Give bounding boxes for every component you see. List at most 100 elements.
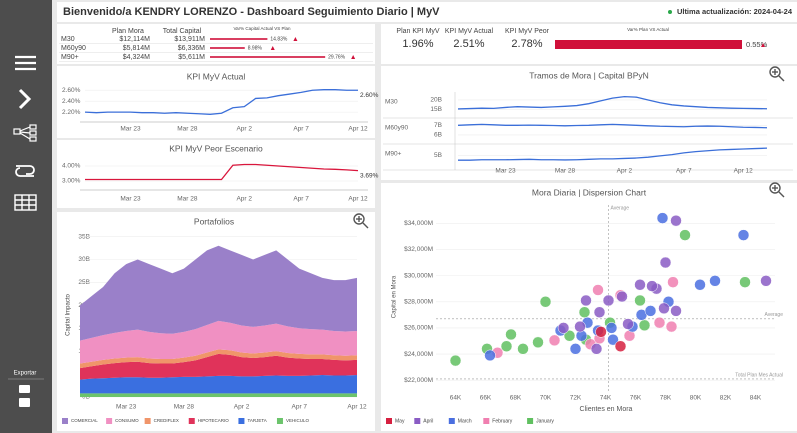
plan-mora: $4,324M	[123, 54, 150, 61]
scatter-point	[517, 343, 529, 355]
line	[84, 89, 358, 115]
scatter-point	[739, 276, 751, 288]
column-header: Total Capital	[163, 28, 202, 35]
scatter-point	[590, 343, 603, 355]
x-tick-label: 74K	[600, 395, 612, 402]
var-label: 0.55%	[746, 40, 768, 49]
total-capital: $5,611M	[178, 54, 205, 61]
scatter-point	[760, 275, 772, 287]
scatter-point	[656, 212, 669, 224]
y-tick-label: $26,000M	[404, 325, 433, 332]
kpi-header: Var% Plan VS Actual	[627, 27, 669, 32]
legend-swatch	[62, 418, 68, 424]
y-tick-label: 7B	[434, 122, 442, 129]
scatter-point	[578, 306, 591, 318]
x-tick-label: Mar 23	[495, 168, 516, 175]
x-tick-label: Apr 12	[348, 126, 368, 133]
zoom-icon[interactable]	[769, 66, 785, 82]
legend-swatch	[448, 418, 455, 424]
scatter-point	[574, 320, 586, 333]
status-dot	[668, 10, 672, 14]
legend-label: January	[536, 418, 554, 424]
export-icons[interactable]	[19, 385, 30, 407]
header-title: Bienvenido/a KENDRY LORENZO - Dashboard …	[63, 6, 440, 18]
scatter-point	[592, 284, 604, 296]
scatter-point	[634, 294, 646, 307]
chart-title: Tramos de Mora | Capital BPyN	[529, 70, 649, 80]
scatter-point	[694, 279, 706, 291]
kpi-actual-panel	[57, 66, 375, 138]
y-tick-label: 2.60%	[62, 87, 81, 94]
area	[80, 320, 357, 364]
scatter-point	[709, 275, 721, 287]
reference-label: Total Plan Mes Actual	[735, 372, 783, 378]
scatter-point	[500, 340, 513, 352]
scatter-point	[646, 280, 658, 292]
x-tick-label: 68K	[510, 395, 522, 402]
legend-swatch	[386, 418, 392, 424]
y-tick-label: 2.40%	[62, 98, 81, 105]
x-tick-label: 72K	[570, 395, 582, 402]
x-tick-label: Mar 23	[116, 404, 137, 411]
zoom-icon[interactable]	[353, 213, 369, 229]
exchange-icon[interactable]	[15, 165, 35, 177]
scatter-point	[658, 302, 670, 315]
plan-mora: $12,114M	[119, 36, 150, 43]
x-tick-label: Apr 2	[617, 168, 633, 175]
area	[80, 393, 357, 397]
legend-swatch	[276, 418, 283, 424]
table-icon[interactable]	[14, 194, 37, 211]
x-tick-label: Apr 2	[236, 126, 252, 133]
scatter-point	[644, 305, 657, 317]
zoom-icon[interactable]	[769, 182, 785, 198]
legend-label: HIPOTECARIO	[198, 418, 230, 423]
chart-title: Portafolios	[194, 216, 234, 226]
x-tick-label: Apr 7	[676, 168, 692, 175]
scatter-point	[653, 316, 666, 329]
kpi-header: KPI MyV Peor	[505, 28, 550, 35]
scatter-point	[595, 326, 607, 338]
scatter-point	[563, 330, 576, 342]
x-tick-label: 84K	[750, 395, 762, 402]
area	[80, 375, 357, 394]
legend-label: VEHICULO	[286, 418, 310, 423]
expand-icon[interactable]	[18, 88, 32, 110]
x-tick-label: 78K	[660, 395, 672, 402]
kpi-value: 2.51%	[453, 38, 484, 50]
var-label: 14.83%	[270, 36, 288, 42]
update-date: Ultima actualización: 2024-04-24	[677, 7, 793, 16]
y-tick-label: 6B	[434, 132, 442, 139]
kpi-peor-panel	[57, 140, 375, 208]
scatter-point	[614, 340, 627, 352]
var-label: 29.76%	[328, 54, 346, 60]
total-capital: $6,336M	[178, 45, 205, 52]
chart-title: Mora Diaria | Dispersion Chart	[532, 187, 647, 197]
x-tick-label: Apr 7	[293, 196, 309, 203]
legend-swatch	[414, 418, 421, 424]
reference-label: Average	[611, 205, 630, 211]
scatter-point	[569, 343, 582, 355]
legend-label: CONSUMO	[115, 418, 139, 423]
y-tick-label: $30,000M	[404, 272, 433, 279]
menu-icon[interactable]	[15, 55, 36, 71]
kpi-value: 1.96%	[402, 38, 433, 50]
chart-title: KPI MyV Actual	[187, 71, 246, 81]
legend-swatch	[527, 418, 534, 424]
scatter-point	[580, 294, 592, 307]
kpi-header: Plan KPI MyV	[396, 28, 440, 35]
row-name: M60y90	[61, 45, 86, 52]
scatter-point	[449, 354, 462, 367]
legend-swatch	[188, 418, 195, 424]
scatter-point	[667, 276, 679, 288]
line	[85, 163, 359, 181]
x-tick-label: Apr 12	[734, 168, 754, 175]
scatter-point	[602, 294, 615, 307]
legend-label: TARJETA	[247, 418, 266, 423]
scatter-point	[607, 333, 619, 346]
x-tick-label: 76K	[630, 395, 642, 402]
up-arrow	[351, 55, 356, 59]
plan-mora: $5,814M	[123, 45, 150, 52]
network-icon[interactable]	[13, 124, 37, 142]
